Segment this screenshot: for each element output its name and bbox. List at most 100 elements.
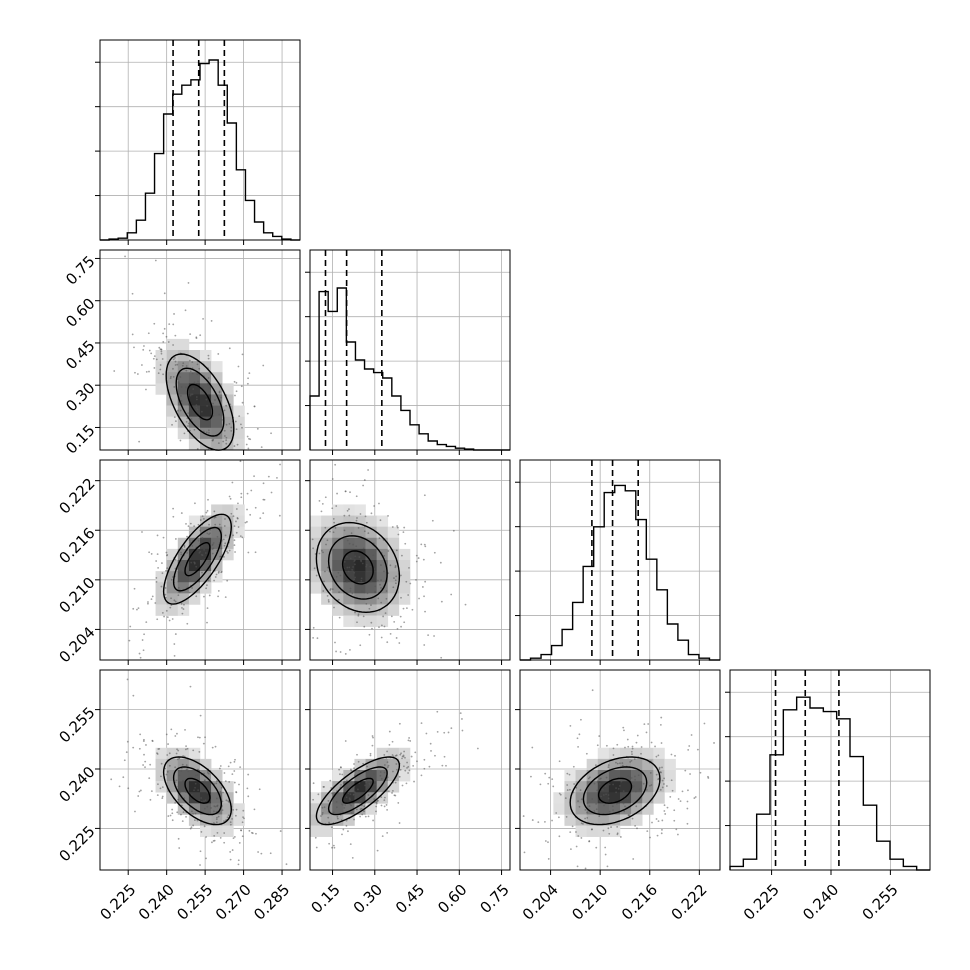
sample-point bbox=[214, 523, 217, 526]
sample-point bbox=[240, 829, 243, 832]
sample-point bbox=[223, 525, 226, 527]
sample-point bbox=[663, 783, 665, 785]
sample-point bbox=[203, 595, 205, 598]
density-cell bbox=[155, 593, 167, 605]
sample-point bbox=[658, 768, 661, 770]
sample-point bbox=[615, 787, 617, 789]
sample-point bbox=[369, 752, 372, 755]
sample-point bbox=[147, 332, 150, 335]
sample-point bbox=[182, 575, 184, 577]
sample-point bbox=[181, 820, 184, 823]
sample-point bbox=[177, 586, 180, 589]
sample-point bbox=[394, 579, 397, 582]
sample-point bbox=[200, 797, 203, 799]
y-tick-label: 0.60 bbox=[62, 295, 98, 331]
sample-point bbox=[402, 607, 405, 610]
density-cell bbox=[387, 560, 400, 572]
sample-point bbox=[626, 797, 629, 800]
sample-point bbox=[139, 733, 142, 736]
sample-point bbox=[233, 544, 236, 547]
sample-point bbox=[164, 587, 167, 589]
sample-point bbox=[240, 496, 243, 499]
density-cell bbox=[321, 803, 333, 815]
sample-point bbox=[215, 797, 218, 800]
sample-point bbox=[152, 357, 155, 360]
sample-point bbox=[354, 559, 356, 562]
density-cell bbox=[343, 803, 355, 815]
sample-point bbox=[380, 601, 383, 604]
sample-point bbox=[399, 615, 402, 618]
sample-point bbox=[236, 443, 239, 446]
density-cell bbox=[211, 427, 223, 440]
sample-point bbox=[174, 735, 177, 737]
sample-point bbox=[138, 652, 141, 655]
sample-point bbox=[645, 788, 648, 791]
sample-point bbox=[219, 765, 222, 767]
density-cell bbox=[631, 792, 643, 804]
sample-point bbox=[313, 567, 316, 570]
sample-point bbox=[235, 390, 238, 393]
sample-point bbox=[248, 829, 251, 832]
sample-point bbox=[649, 772, 652, 774]
sample-point bbox=[213, 516, 216, 519]
sample-point bbox=[150, 598, 153, 600]
density-cell bbox=[365, 803, 377, 815]
x-tick-label: 0.285 bbox=[250, 881, 293, 924]
sample-point bbox=[213, 810, 215, 813]
sample-point bbox=[410, 755, 413, 758]
sample-point bbox=[351, 592, 354, 595]
density-cell bbox=[332, 515, 344, 527]
sample-point bbox=[605, 793, 607, 796]
sample-point bbox=[131, 333, 134, 336]
sample-point bbox=[179, 439, 182, 442]
sample-point bbox=[358, 556, 361, 558]
sample-point bbox=[354, 611, 356, 614]
sample-point bbox=[172, 344, 174, 346]
sample-point bbox=[270, 491, 273, 494]
density-cell bbox=[222, 526, 234, 539]
sample-point bbox=[664, 813, 667, 815]
density-cell bbox=[387, 548, 400, 561]
sample-point bbox=[197, 789, 200, 792]
sample-point bbox=[213, 834, 216, 837]
sample-point bbox=[612, 783, 615, 786]
density-cell bbox=[177, 361, 190, 373]
sample-point bbox=[586, 817, 589, 819]
sample-point bbox=[619, 762, 621, 765]
sample-point bbox=[679, 800, 682, 803]
sample-point bbox=[459, 712, 462, 715]
sample-point bbox=[189, 333, 192, 336]
x-tick-label: 0.255 bbox=[859, 881, 902, 924]
sample-point bbox=[373, 798, 376, 801]
sample-point bbox=[213, 510, 216, 513]
sample-point bbox=[654, 745, 656, 748]
sample-point bbox=[577, 800, 579, 803]
sample-point bbox=[167, 815, 170, 817]
sample-point bbox=[131, 292, 134, 295]
sample-point bbox=[195, 398, 198, 401]
density-cell bbox=[211, 770, 223, 782]
sample-point bbox=[316, 637, 319, 640]
density-cell bbox=[233, 515, 245, 527]
sample-point bbox=[422, 558, 425, 561]
sample-point bbox=[231, 773, 234, 776]
sample-point bbox=[338, 591, 340, 594]
sample-point bbox=[395, 637, 398, 639]
sample-point bbox=[359, 799, 362, 802]
sample-points bbox=[128, 460, 281, 659]
sample-point bbox=[157, 372, 160, 375]
y-tick-label: 0.45 bbox=[62, 337, 98, 373]
sample-point bbox=[237, 859, 240, 862]
contour-level-3 bbox=[315, 521, 401, 614]
density-cell bbox=[211, 781, 223, 793]
density-cell bbox=[211, 405, 223, 417]
sample-point bbox=[383, 554, 386, 557]
sample-point bbox=[138, 440, 141, 443]
sample-point bbox=[441, 764, 444, 767]
density-cell bbox=[376, 526, 389, 539]
density-cell bbox=[332, 792, 344, 804]
sample-point bbox=[166, 616, 169, 619]
sample-point bbox=[380, 796, 383, 799]
density-cell bbox=[155, 350, 167, 362]
sample-point bbox=[370, 769, 373, 772]
